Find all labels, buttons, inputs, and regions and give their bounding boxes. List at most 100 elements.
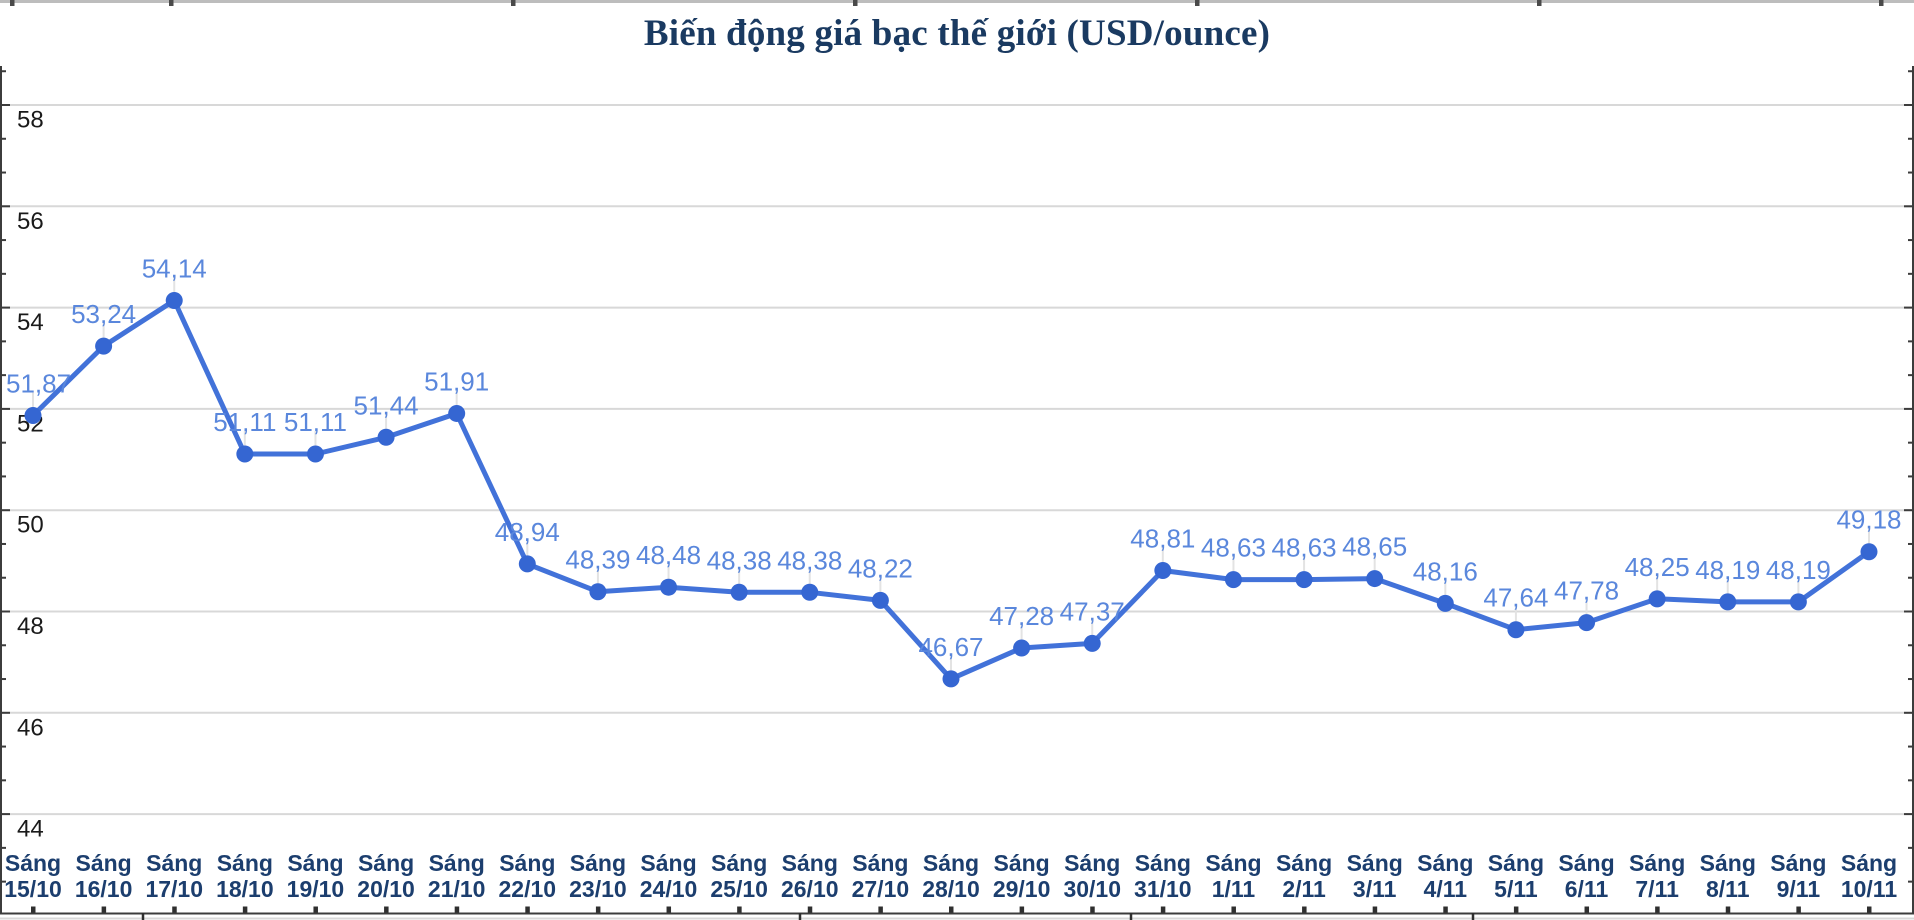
x-axis-label-prefix: Sáng	[499, 850, 555, 876]
x-axis-tick	[242, 906, 248, 913]
data-point-5/11[interactable]	[1507, 621, 1525, 639]
x-axis-label-date: 21/10	[428, 876, 486, 902]
x-axis-tick	[1231, 906, 1236, 913]
x-axis-tick	[454, 906, 460, 913]
x-axis-label-date: 10/11	[1841, 876, 1897, 902]
data-label-22/10: 48,94	[495, 517, 560, 547]
x-axis-label-prefix: Sáng	[1629, 850, 1685, 876]
x-axis-label-prefix: Sáng	[640, 850, 696, 876]
data-point-1/11[interactable]	[1224, 571, 1242, 589]
data-label-23/10: 48,39	[565, 545, 630, 575]
x-axis-label-date: 18/10	[216, 876, 274, 902]
x-axis-label-date: 26/10	[781, 876, 839, 902]
data-point-30/10[interactable]	[1083, 634, 1101, 652]
data-label-21/10: 51,91	[424, 366, 489, 396]
x-axis-label-date: 5/11	[1494, 876, 1538, 902]
x-axis-label-prefix: Sáng	[1064, 850, 1120, 876]
x-axis-label-date: 20/10	[357, 876, 415, 902]
x-axis-tick	[1796, 906, 1801, 913]
chart-title: Biến động giá bạc thế giới (USD/ounce)	[643, 13, 1271, 54]
data-point-18/10[interactable]	[236, 445, 254, 463]
x-axis-tick	[101, 906, 107, 913]
y-axis-label-58: 58	[17, 107, 44, 134]
x-axis-label-date: 29/10	[993, 876, 1051, 902]
x-axis-label-prefix: Sáng	[1488, 850, 1544, 876]
x-axis-tick	[1584, 906, 1590, 913]
x-axis-label-date: 2/11	[1282, 876, 1326, 902]
x-axis-tick	[878, 906, 883, 913]
data-point-19/10[interactable]	[306, 445, 324, 463]
x-axis-label-date: 6/11	[1565, 876, 1609, 902]
x-axis-label-date: 4/11	[1424, 876, 1468, 902]
data-point-6/11[interactable]	[1578, 614, 1596, 632]
data-label-29/10: 47,28	[989, 601, 1054, 631]
x-axis-label-prefix: Sáng	[146, 850, 202, 876]
data-point-3/11[interactable]	[1366, 570, 1384, 588]
data-label-24/10: 48,48	[636, 540, 701, 570]
x-axis-tick	[525, 906, 530, 913]
top-edge-tick	[853, 0, 858, 6]
data-point-29/10[interactable]	[1013, 639, 1031, 657]
x-axis-label-date: 22/10	[499, 876, 557, 902]
x-axis-tick	[1655, 906, 1660, 913]
data-point-10/11[interactable]	[1860, 543, 1878, 561]
data-point-2/11[interactable]	[1295, 571, 1313, 589]
data-label-18/10: 51,11	[213, 407, 276, 437]
data-label-3/11: 48,65	[1342, 532, 1407, 562]
x-axis-label-prefix: Sáng	[217, 850, 273, 876]
data-point-9/11[interactable]	[1789, 593, 1807, 611]
data-point-4/11[interactable]	[1436, 594, 1454, 612]
x-axis-label-prefix: Sáng	[287, 850, 343, 876]
y-axis-label-46: 46	[17, 714, 44, 741]
x-axis-label-date: 31/10	[1134, 876, 1192, 902]
x-axis-label-prefix: Sáng	[570, 850, 626, 876]
x-axis-label-prefix: Sáng	[711, 850, 767, 876]
x-axis-tick	[1372, 906, 1378, 913]
x-axis-label-date: 15/10	[4, 876, 62, 902]
x-axis-label-prefix: Sáng	[1417, 850, 1473, 876]
x-axis-label-date: 30/10	[1063, 876, 1121, 902]
x-axis-tick	[31, 906, 36, 913]
x-axis-label-date: 9/11	[1777, 876, 1821, 902]
data-point-31/10[interactable]	[1154, 561, 1172, 579]
data-label-17/10: 54,14	[142, 254, 207, 284]
x-axis-tick	[737, 906, 742, 913]
data-point-28/10[interactable]	[942, 670, 960, 688]
data-point-20/10[interactable]	[377, 428, 395, 446]
data-point-25/10[interactable]	[730, 583, 748, 601]
data-label-7/11: 48,25	[1625, 552, 1690, 582]
data-point-21/10[interactable]	[448, 404, 466, 422]
data-point-26/10[interactable]	[801, 583, 819, 601]
x-axis-tick	[1513, 906, 1519, 913]
top-edge-tick	[511, 0, 516, 6]
top-edge-tick	[10, 0, 15, 6]
data-point-24/10[interactable]	[660, 578, 678, 596]
data-point-22/10[interactable]	[518, 555, 536, 573]
x-axis-label-date: 19/10	[287, 876, 345, 902]
data-point-7/11[interactable]	[1648, 590, 1666, 608]
x-axis-label-date: 28/10	[922, 876, 980, 902]
x-axis-label-date: 7/11	[1635, 876, 1679, 902]
data-label-9/11: 48,19	[1766, 555, 1831, 585]
data-point-15/10[interactable]	[24, 406, 42, 424]
x-axis-label-prefix: Sáng	[358, 850, 414, 876]
data-label-16/10: 53,24	[71, 299, 136, 329]
data-point-8/11[interactable]	[1719, 593, 1737, 611]
x-axis-label-prefix: Sáng	[1770, 850, 1826, 876]
data-point-23/10[interactable]	[589, 583, 607, 601]
data-point-27/10[interactable]	[871, 591, 889, 609]
x-axis-tick	[1160, 906, 1166, 913]
data-point-16/10[interactable]	[95, 337, 113, 355]
data-point-17/10[interactable]	[165, 292, 183, 310]
x-axis-tick	[1443, 906, 1448, 913]
y-axis-label-56: 56	[17, 208, 44, 235]
x-axis-label-date: 25/10	[710, 876, 768, 902]
data-label-31/10: 48,81	[1130, 523, 1195, 553]
x-axis-tick	[1019, 906, 1025, 913]
x-axis-label-prefix: Sáng	[1276, 850, 1332, 876]
data-label-19/10: 51,11	[284, 407, 347, 437]
x-axis-tick	[1725, 906, 1731, 913]
data-label-27/10: 48,22	[848, 553, 913, 583]
